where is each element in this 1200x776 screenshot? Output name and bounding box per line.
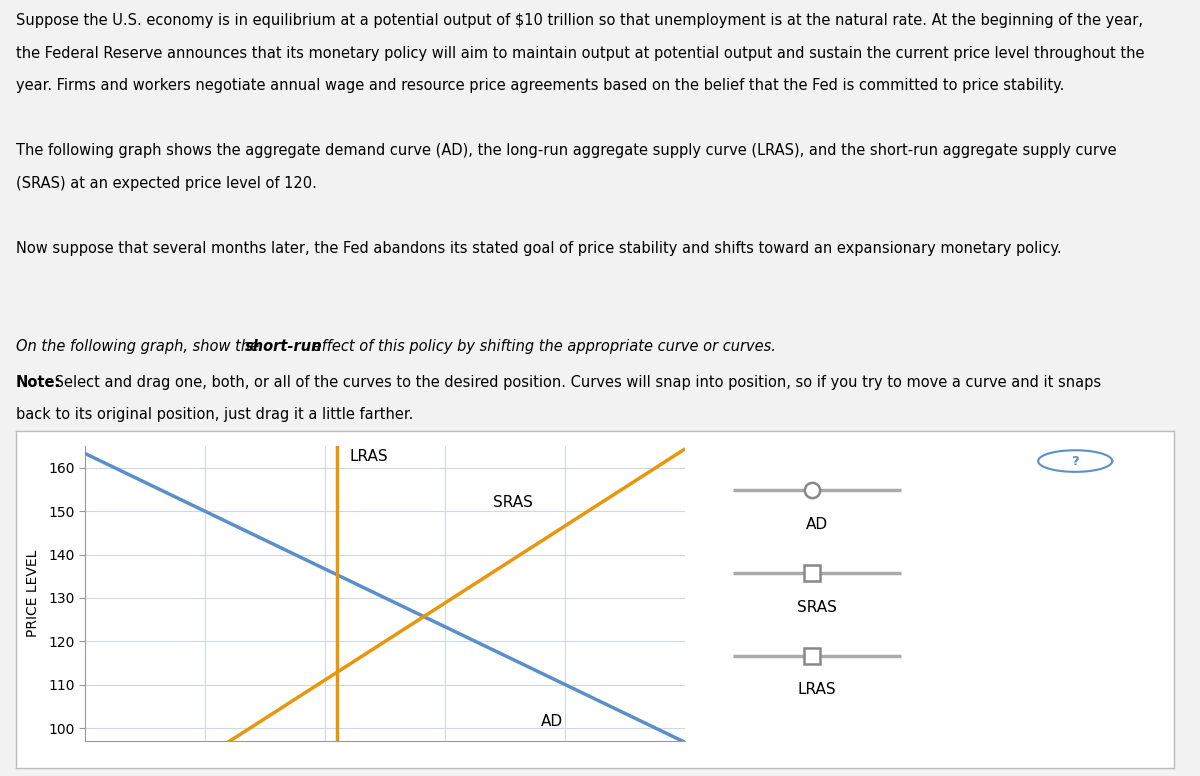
Text: On the following graph, show the short-run: On the following graph, show the short-r… bbox=[16, 339, 373, 354]
Text: short-run: short-run bbox=[245, 339, 323, 354]
Text: year. Firms and workers negotiate annual wage and resource price agreements base: year. Firms and workers negotiate annual… bbox=[16, 78, 1064, 93]
Text: (SRAS) at an expected price level of 120.: (SRAS) at an expected price level of 120… bbox=[16, 176, 317, 191]
Text: AD: AD bbox=[541, 714, 563, 729]
Text: the Federal Reserve announces that its monetary policy will aim to maintain outp: the Federal Reserve announces that its m… bbox=[16, 46, 1144, 61]
Text: On the following graph, show the: On the following graph, show the bbox=[16, 339, 263, 354]
Text: LRAS: LRAS bbox=[798, 682, 836, 697]
Text: SRAS: SRAS bbox=[797, 600, 838, 615]
Text: LRAS: LRAS bbox=[349, 449, 388, 464]
Y-axis label: PRICE LEVEL: PRICE LEVEL bbox=[26, 550, 40, 637]
Text: effect of this policy by shifting the appropriate curve or curves.: effect of this policy by shifting the ap… bbox=[308, 339, 775, 354]
Text: The following graph shows the aggregate demand curve (AD), the long-run aggregat: The following graph shows the aggregate … bbox=[16, 144, 1116, 158]
Text: Select and drag one, both, or all of the curves to the desired position. Curves : Select and drag one, both, or all of the… bbox=[50, 375, 1102, 390]
Text: Now suppose that several months later, the Fed abandons its stated goal of price: Now suppose that several months later, t… bbox=[16, 241, 1061, 256]
Text: ?: ? bbox=[1072, 455, 1079, 468]
Text: Note:: Note: bbox=[16, 375, 61, 390]
Text: back to its original position, just drag it a little farther.: back to its original position, just drag… bbox=[16, 407, 413, 422]
Text: AD: AD bbox=[806, 517, 828, 532]
Text: Suppose the U.S. economy is in equilibrium at a potential output of $10 trillion: Suppose the U.S. economy is in equilibri… bbox=[16, 13, 1142, 28]
Text: SRAS: SRAS bbox=[493, 495, 533, 510]
